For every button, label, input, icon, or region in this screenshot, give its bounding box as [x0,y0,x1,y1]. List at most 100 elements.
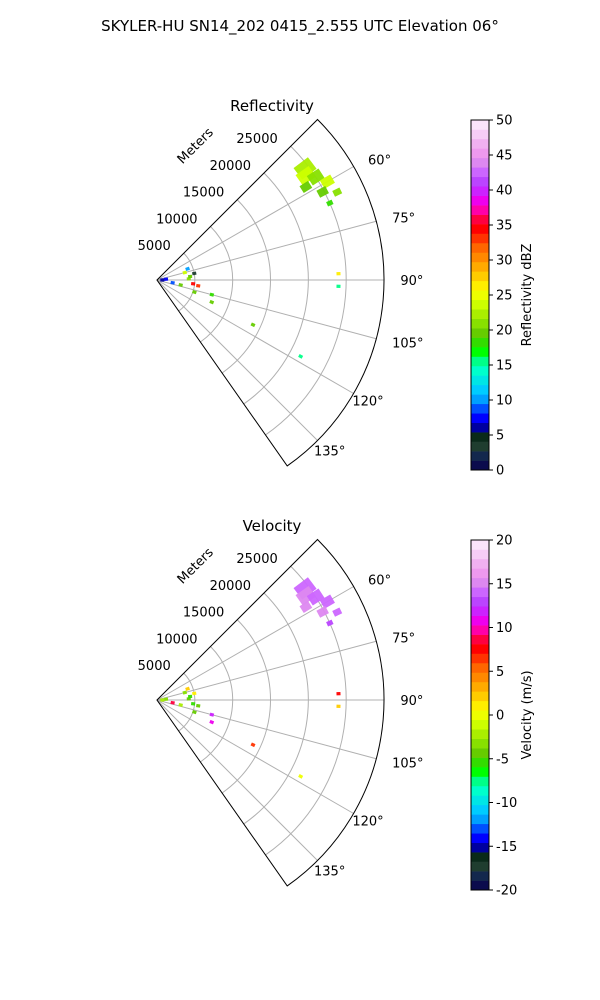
echo-cell-1 [295,586,316,606]
angle-tick-label: 75° [392,632,415,647]
colorbar-band [471,738,489,749]
colorbar-band [471,587,489,598]
echo-cell-23 [163,277,169,281]
echo-cell-10 [298,774,304,779]
colorbar-band [471,767,489,777]
colorbar-band [471,186,489,196]
colorbar-tick-label: 15 [496,577,513,592]
colorbar-band [471,804,489,815]
colorbar-tick-label: 15 [496,359,513,374]
colorbar-band [471,195,489,206]
figure-suptitle: SKYLER-HU SN14_202 0415_2.555 UTC Elevat… [101,17,499,36]
colorbar-band [471,558,489,569]
range-tick-label: 20000 [210,579,251,594]
radar-echoes [160,577,343,779]
radial-gridline-75 [156,220,377,281]
echo-cell-11 [250,322,256,328]
radial-gridlines [156,166,384,441]
echo-cell-6 [332,187,343,197]
colorbar-band [471,318,489,329]
panel-title: Velocity [243,517,302,535]
colorbar: -20 -15 -10 -5 0 5 10 15 20 Velocity (m/s) [470,534,535,899]
colorbar-tick-label: 25 [496,289,513,304]
colorbar-band [471,644,489,654]
echo-cell-21 [178,283,183,288]
colorbar-band [471,328,489,338]
echo-cell-6 [332,607,343,617]
colorbar-band [471,224,489,234]
echo-cell-7 [326,619,334,627]
echo-cell-24 [160,698,165,702]
colorbar-band [471,785,489,796]
radial-gridline-135 [156,279,318,441]
colorbar-band [471,625,489,635]
colorbar-band [471,861,489,872]
echo-cell-20 [185,686,191,692]
colorbar-tick-label: 10 [496,394,513,409]
range-tick-label: 25000 [236,552,277,567]
colorbar-band [471,403,489,414]
range-tick-label: 25000 [236,132,277,147]
colorbar-band [471,148,489,159]
echo-cell-4 [319,594,335,609]
colorbar-band [471,176,489,187]
range-ring-20000 [243,592,309,825]
colorbar-band [471,852,489,862]
colorbar-tick-label: 10 [496,621,513,636]
colorbar-band [471,365,489,376]
echo-cell-20 [185,266,191,272]
colorbar-band [471,596,489,607]
echo-cell-9 [336,284,341,289]
echo-cell-2 [306,588,325,606]
colorbar-band [471,460,489,471]
range-ring-25000 [265,145,347,436]
echo-cell-24 [160,278,165,282]
echo-cell-2 [306,168,325,186]
panel-title: Reflectivity [230,97,314,115]
echo-cell-12 [209,712,215,717]
echo-cell-11 [250,742,256,748]
range-tick-label: 15000 [183,186,224,201]
colorbar-band [471,214,489,225]
colorbar-band [471,634,489,645]
echo-cell-15 [190,281,196,286]
colorbar-band [471,394,489,405]
colorbar-band [471,384,489,395]
angle-tick-label: 135° [314,445,345,460]
colorbar-band [471,540,489,550]
angle-tick-label: 90° [400,694,423,709]
sector-outline [156,538,385,887]
echo-cell-1 [295,166,316,186]
colorbar-band [471,729,489,739]
colorbar-band [471,814,489,825]
radial-gridline-120 [156,699,354,814]
echo-cell-19 [182,690,188,695]
colorbar-tick-label: -15 [496,840,517,855]
colorbar-tick-label: 50 [496,114,513,129]
angle-tick-label: 120° [352,395,383,410]
angle-tick-label: 60° [368,153,391,168]
colorbar-band [471,347,489,357]
echo-cell-7 [326,199,334,207]
angle-tick-label: 60° [368,573,391,588]
angle-tick-label: 105° [392,756,423,771]
echo-cell-25 [192,290,197,295]
colorbar-band [471,776,489,787]
echo-cell-5 [316,606,329,618]
echo-cell-5 [316,186,329,198]
colorbar-tick-label: -5 [496,752,509,767]
echo-cell-21 [178,703,183,708]
colorbar-band [471,261,489,272]
colorbar-tick-label: 5 [496,429,504,444]
colorbar-band [471,795,489,806]
colorbar-tick-label: -20 [496,884,517,899]
colorbar-band [471,691,489,702]
colorbar-band [471,653,489,664]
reflectivity-panel: Reflectivity500010000150002000025000Mete… [138,97,535,479]
echo-cell-22 [170,700,175,705]
colorbar-tick-label: 0 [496,464,504,479]
range-ring-15000 [221,619,271,794]
colorbar-tick-label: 45 [496,149,513,164]
colorbar-band [471,842,489,853]
colorbar-tick-label: 30 [496,254,513,269]
